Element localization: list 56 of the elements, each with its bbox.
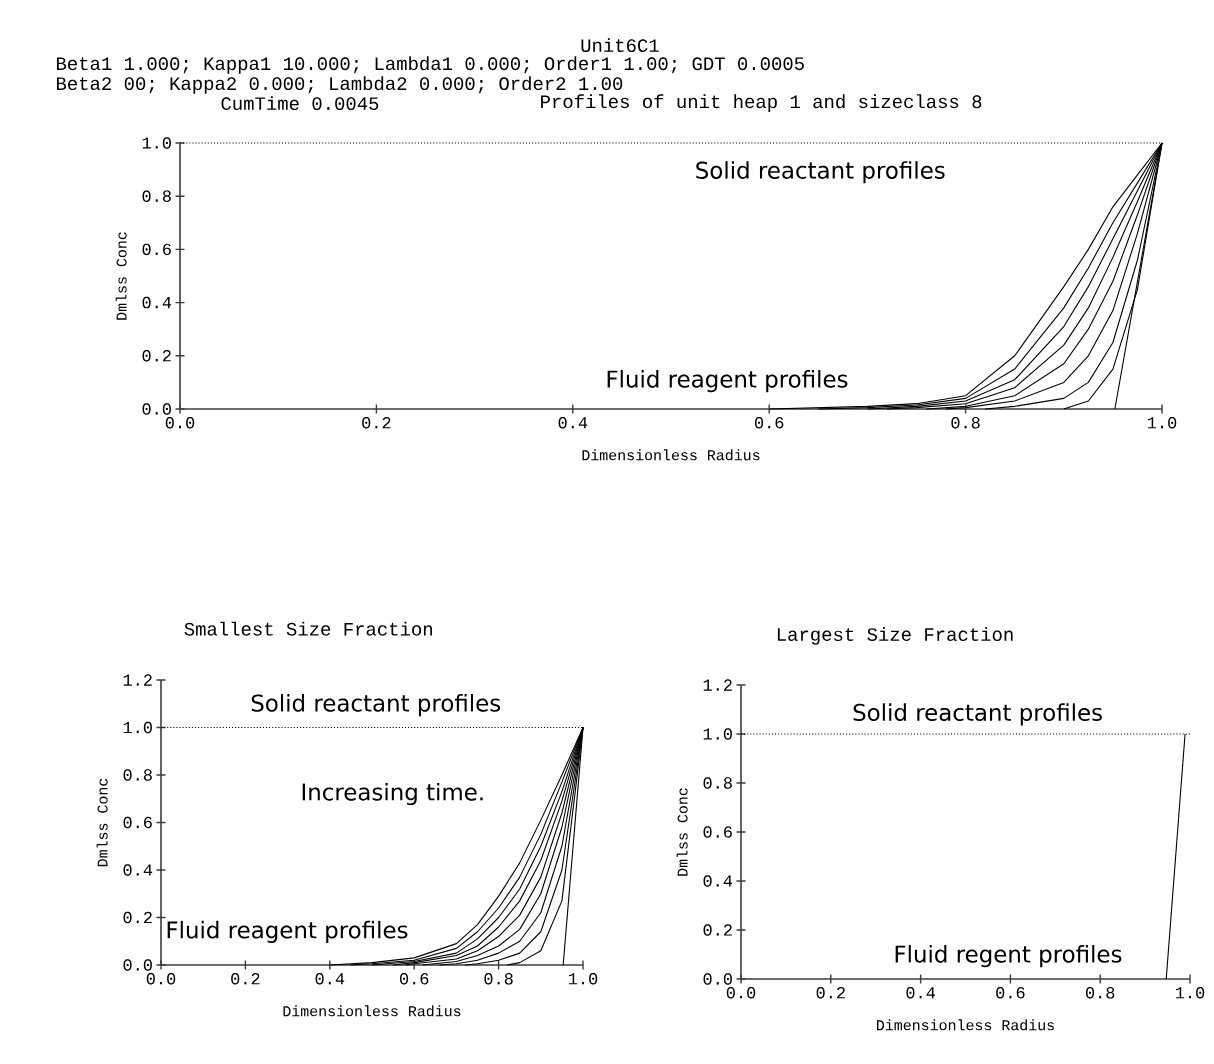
x-tick-label: 0.6 — [399, 973, 429, 985]
chart-title: Largest Size Fraction — [777, 627, 1013, 645]
chart-title: Smallest Size Fraction — [184, 621, 432, 636]
annotation: Fluid regent profiles — [895, 944, 1122, 968]
y-tick-label: 0.2 — [142, 350, 171, 362]
x-tick-label: 0.4 — [315, 973, 345, 985]
y-tick-label: 0.8 — [142, 190, 171, 202]
y-tick-label: 0.2 — [703, 924, 732, 936]
y-axis-title: Dmlss Conc — [115, 232, 127, 320]
x-tick-label: 0.8 — [951, 417, 980, 429]
y-axis-title: Dmlss Conc — [676, 788, 688, 876]
x-axis-title: Dimensionless Radius — [877, 1019, 1054, 1031]
text: Beta1 1.000; Kappa1 10.000; Lambda1 0.000; Order1 1.00; GDT 0.0005 — [56, 56, 804, 74]
text: CumTime 0.0045 — [221, 96, 379, 111]
y-tick-label: 1.0 — [703, 728, 732, 740]
x-tick-label: 0.8 — [484, 973, 513, 985]
y-tick-label: 1.2 — [123, 674, 152, 686]
annotation: Solid reactant profiles — [696, 161, 945, 184]
x-tick-label: 0.2 — [816, 987, 845, 999]
y-axis-title: Dmlss Conc — [96, 778, 108, 867]
annotation: Fluid reagent profiles — [607, 369, 848, 393]
x-tick-label: 1.0 — [1147, 417, 1177, 429]
y-tick-label: 1.0 — [142, 137, 171, 149]
y-tick-label: 0.0 — [123, 959, 152, 971]
y-tick-label: 0.4 — [703, 875, 733, 887]
text: Profiles of unit heap 1 and sizeclass 8 — [541, 94, 982, 112]
x-tick-label: 0.4 — [558, 417, 588, 429]
annotation: Solid reactant profiles — [251, 693, 501, 717]
x-tick-label: 1.0 — [1175, 987, 1205, 999]
y-tick-label: 0.4 — [142, 296, 172, 309]
y-tick-label: 0.6 — [142, 243, 171, 256]
x-tick-label: 0.0 — [726, 987, 756, 999]
y-tick-label: 1.2 — [703, 679, 732, 691]
y-tick-label: 0.6 — [703, 826, 732, 838]
x-tick-label: 0.6 — [754, 417, 784, 429]
x-tick-label: 0.2 — [362, 417, 391, 429]
annotation: Fluid reagent profiles — [167, 920, 408, 944]
annotation: Solid reactant profiles — [853, 703, 1102, 726]
y-tick-label: 1.0 — [123, 721, 152, 734]
x-tick-label: 1.0 — [568, 973, 598, 985]
y-tick-label: 0.8 — [703, 777, 732, 789]
x-tick-label: 0.2 — [231, 973, 260, 985]
y-tick-label: 0.0 — [142, 403, 171, 415]
y-tick-label: 0.8 — [123, 769, 152, 781]
chart-title: Unit6C1 — [581, 38, 659, 53]
x-tick-label: 0.6 — [996, 987, 1025, 999]
text: Beta2 00; Kappa2 0.000; Lambda2 0.000; Order2 1.00 — [56, 76, 623, 94]
x-tick-label: 0.8 — [1086, 987, 1115, 999]
annotation: Increasing time. — [302, 782, 483, 806]
y-tick-label: 0.2 — [123, 911, 152, 924]
x-axis-title: Dimensionless Radius — [283, 1005, 461, 1017]
y-tick-label: 0.4 — [123, 864, 153, 876]
x-tick-label: 0.0 — [165, 417, 195, 429]
y-tick-label: 0.6 — [123, 816, 152, 829]
x-tick-label: 0.4 — [906, 987, 935, 999]
x-axis-title: Dimensionless Radius — [582, 449, 760, 461]
